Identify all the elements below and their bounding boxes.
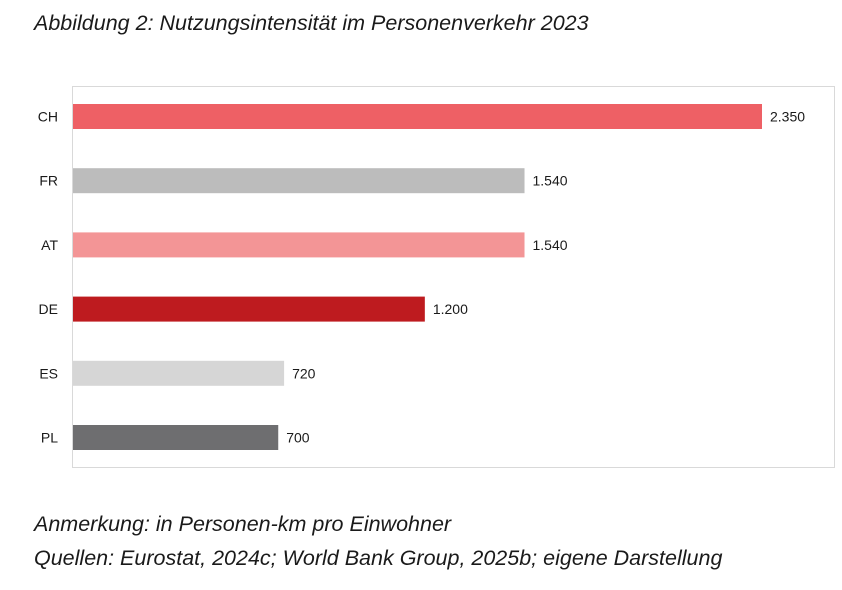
category-label-pl: PL <box>41 430 58 446</box>
value-label-at: 1.540 <box>533 237 568 253</box>
value-label-pl: 700 <box>286 430 310 446</box>
value-label-ch: 2.350 <box>770 109 805 125</box>
value-label-fr: 1.540 <box>533 173 568 189</box>
bar-de <box>73 296 425 322</box>
category-label-de: DE <box>39 301 58 317</box>
chart-frame <box>72 86 835 468</box>
category-label-fr: FR <box>39 173 58 189</box>
figure-note: Anmerkung: in Personen-km pro Einwohner <box>34 512 452 536</box>
bar-fr <box>73 168 525 194</box>
bar-ch <box>73 104 762 129</box>
bar-es <box>73 360 285 386</box>
category-label-es: ES <box>39 365 58 381</box>
value-label-de: 1.200 <box>433 301 468 317</box>
figure-title: Abbildung 2: Nutzungsintensität im Perso… <box>34 11 589 35</box>
value-label-es: 720 <box>292 365 316 381</box>
category-label-ch: CH <box>38 109 58 125</box>
bar-at <box>73 232 525 258</box>
category-label-at: AT <box>41 237 58 253</box>
bar-pl <box>73 425 279 450</box>
figure-sources: Quellen: Eurostat, 2024c; World Bank Gro… <box>34 546 723 570</box>
figure-notes: Anmerkung: in Personen-km pro Einwohner … <box>34 507 722 575</box>
